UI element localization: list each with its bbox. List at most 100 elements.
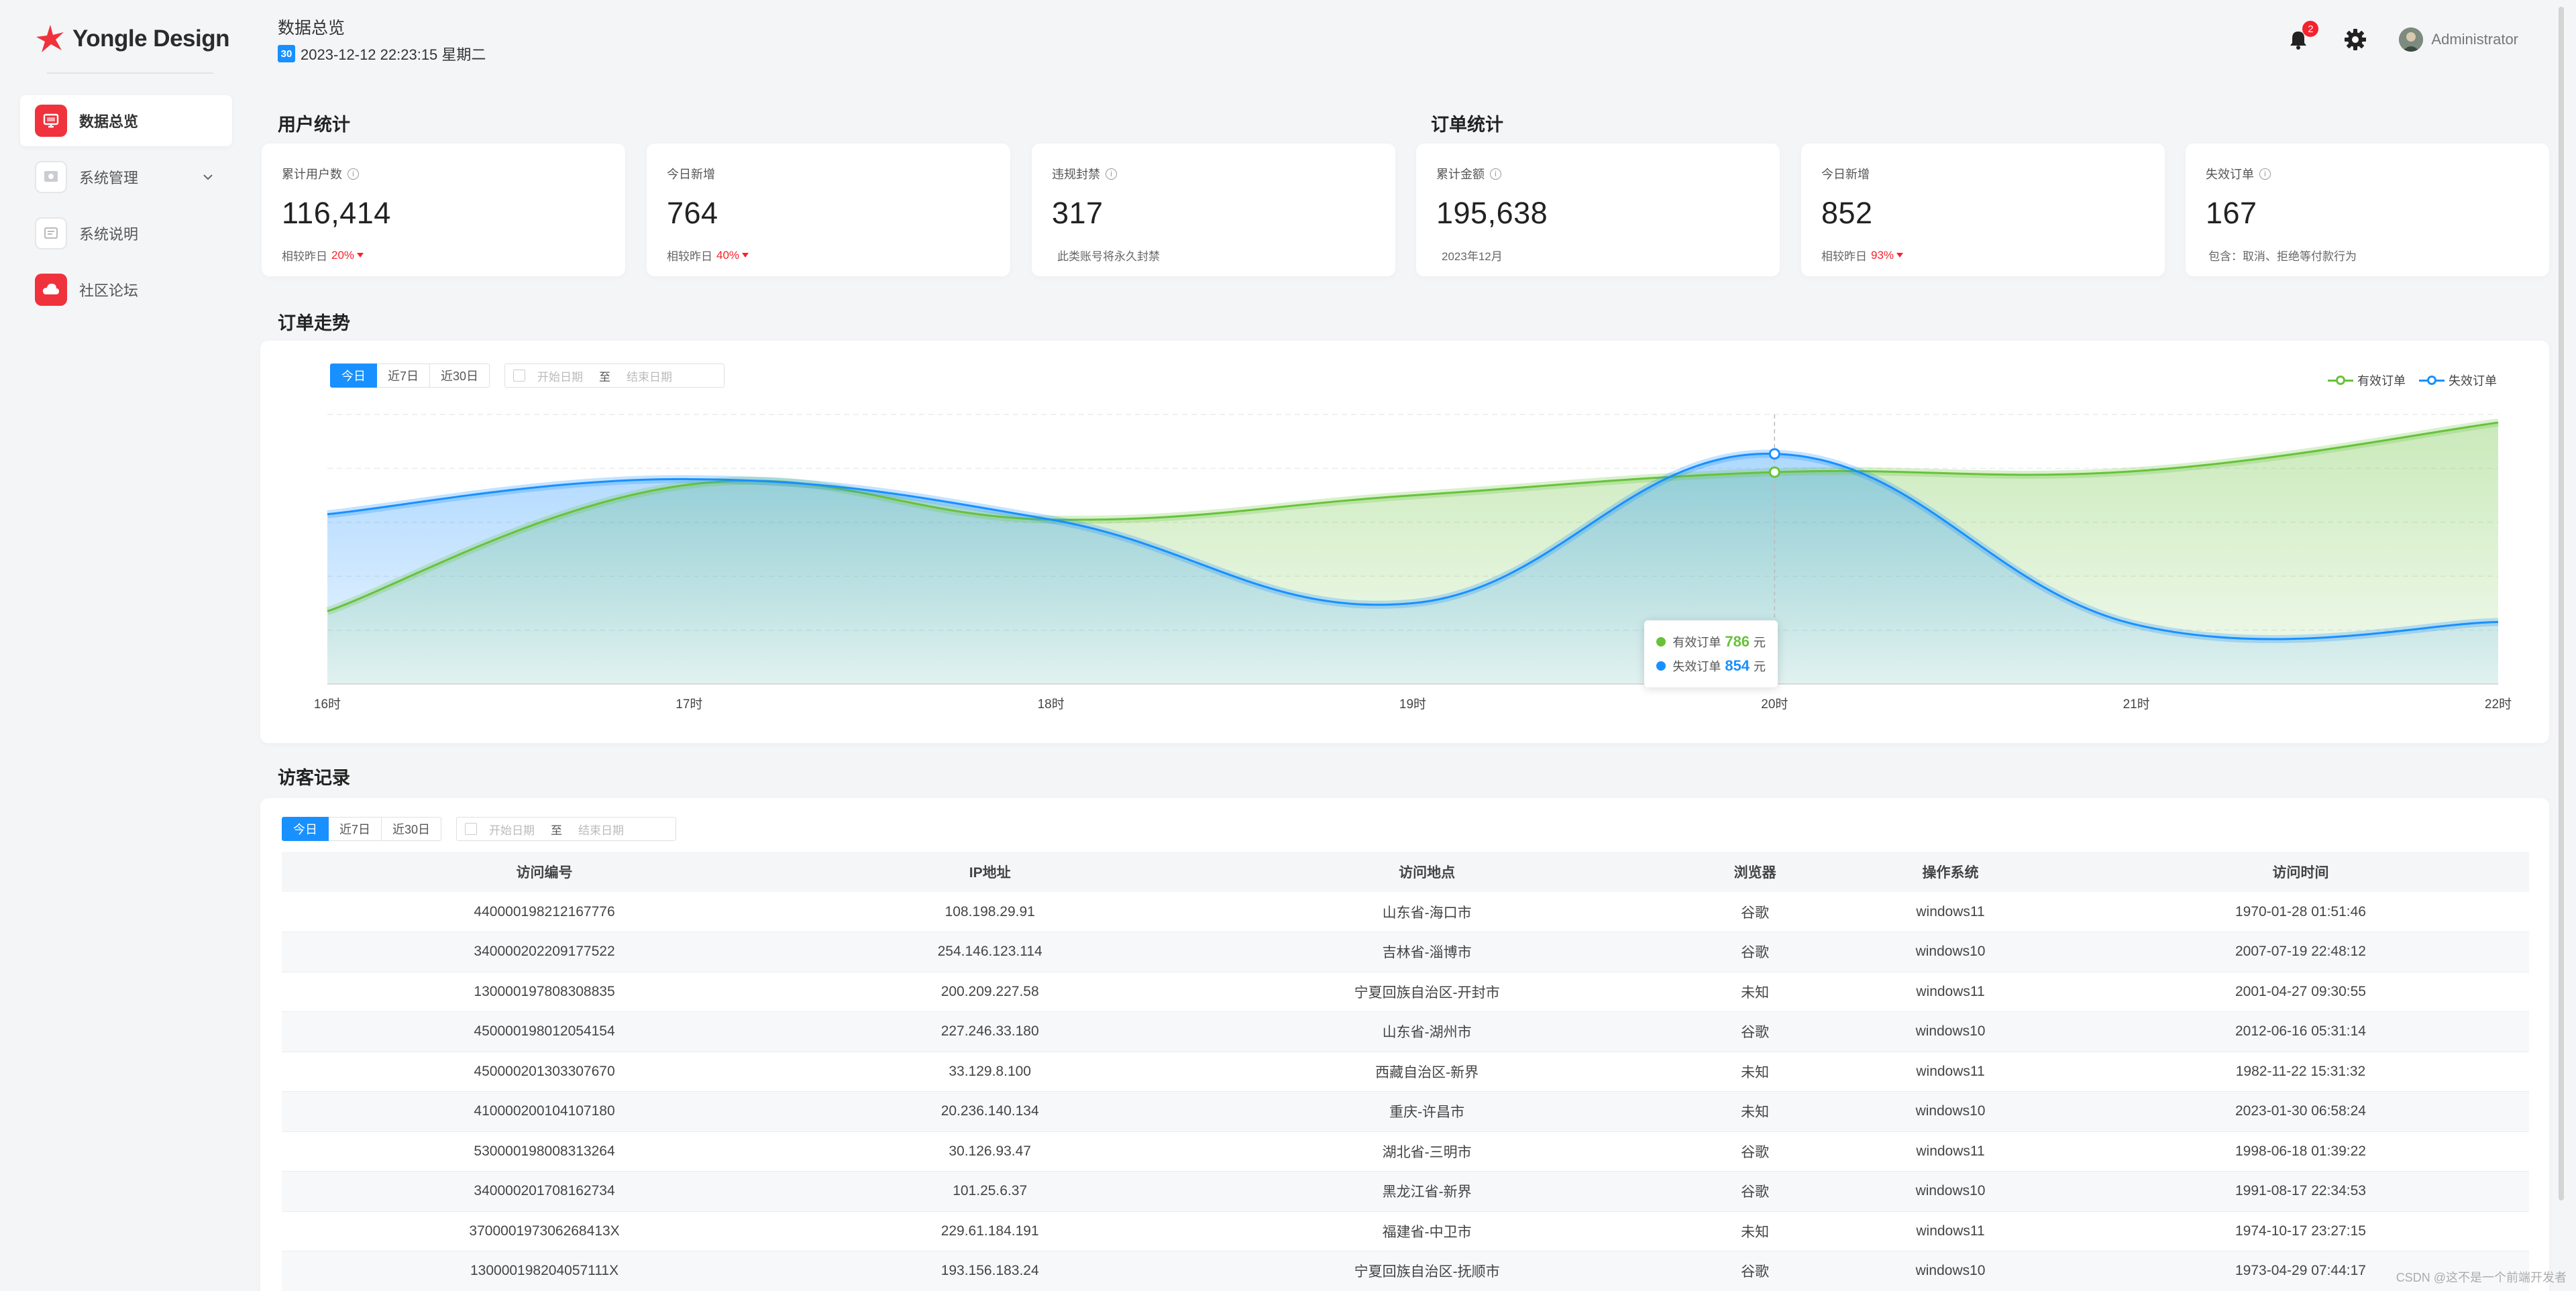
logo[interactable]: Yongle Design [35,21,230,56]
column-header: 操作系统 [1829,852,2072,892]
stat-label-text: 今日新增 [1821,168,1870,181]
stat-card-total-users: 累计用户数 i 116,414 相较昨日 20% [262,144,625,276]
x-tick-label: 18时 [1038,697,1065,712]
page-scrollbar[interactable] [2557,0,2571,1291]
sidebar-item-label: 系统管理 [79,170,139,186]
table-cell: 1974-10-17 23:27:15 [2072,1211,2529,1251]
filter-7d-button[interactable]: 近7日 [377,363,431,388]
sidebar-item-forum[interactable]: 社区论坛 [20,264,232,315]
sidebar-divider [47,72,213,74]
highlight-point-invalid[interactable] [1768,448,1780,460]
order-trend-date-range[interactable]: 开始日期 至 结束日期 [504,363,724,388]
sidebar-item-system-management[interactable]: 系统管理 [20,152,232,203]
stat-foot-text: 相较昨日 [1821,250,1867,263]
table-cell: 101.25.6.37 [807,1171,1173,1212]
table-cell: 2007-07-19 22:48:12 [2072,932,2529,972]
visitors-card: 今日 近7日 近30日 开始日期 至 结束日期 访问编号 IP地址 访问地点 浏览器操… [260,798,2549,1291]
table-cell: windows11 [1829,1052,2072,1092]
table-cell: 福建省-中卫市 [1173,1211,1682,1251]
trend-down-icon [357,253,364,258]
sidebar-item-label: 系统说明 [79,226,139,243]
info-icon[interactable]: i [2259,168,2271,180]
series-line-valid[interactable] [327,421,2499,612]
stat-foot-pct: 20% [331,248,355,262]
table-cell: windows10 [1829,1091,2072,1132]
notification-button[interactable]: 2 [2285,21,2319,53]
tooltip-unit: 元 [1754,635,1766,649]
table-row[interactable]: 340000202209177522 254.146.123.114 吉林省-淄博市… [282,932,2529,972]
chevron-down-icon[interactable] [201,170,215,184]
avatar[interactable] [2399,27,2424,52]
order-stats-title: 订单统计 [1431,115,1503,135]
gear-icon[interactable] [2343,27,2368,52]
visitors-title: 访客记录 [278,768,350,788]
cloud-icon [35,274,67,306]
visitors-date-range[interactable]: 开始日期 至 结束日期 [456,817,676,841]
table-row[interactable]: 450000198012054154 227.246.33.180 山东省-湖州市谷… [282,1011,2529,1052]
legend-label: 有效订单 [2357,374,2406,388]
table-row[interactable]: 370000197306268413X 229.61.184.191 福建省-中卫市… [282,1211,2529,1251]
x-tick-label: 20时 [1761,697,1788,712]
stat-foot-text: 此类账号将永久封禁 [1057,250,1160,263]
stat-value: 852 [1821,196,1873,230]
table-cell: windows11 [1829,1131,2072,1172]
table-cell: windows10 [1829,1171,2072,1212]
table-cell: 254.146.123.114 [807,932,1173,972]
stat-label: 累计用户数 i [282,165,605,182]
table-cell: windows10 [1829,932,2072,972]
page-title: 数据总览 [278,19,345,38]
series-line-invalid[interactable] [327,453,2499,640]
stat-label: 今日新增 [1821,165,2145,182]
x-tick-label: 19时 [1399,697,1426,712]
filter-30d-button[interactable]: 近30日 [430,363,490,388]
order-trend-chart[interactable]: 16时 17时 18时 19时 20时 21时 22时 [260,341,2549,743]
x-tick-label: 21时 [2123,697,2150,712]
order-trend-filter: 今日 近7日 近30日 [330,363,490,388]
legend-item-valid[interactable]: 有效订单 [2328,372,2406,389]
stat-card-new-orders: 今日新增 852 相较昨日 93% [1801,144,2165,276]
legend-item-invalid[interactable]: 失效订单 [2419,372,2497,389]
table-row[interactable]: 440000198212167776 108.198.29.91 山东省-海口市 谷歌… [282,892,2529,932]
legend-line-circle-icon [2328,376,2353,385]
table-row[interactable]: 450000201303307670 33.129.8.100 西藏自治区-新界 未知… [282,1052,2529,1092]
stat-value: 195,638 [1436,196,1548,230]
scrollbar-thumb[interactable] [2559,7,2564,1200]
stat-foot-pct: 40% [716,248,740,262]
stat-label: 今日新增 [667,165,990,182]
table-cell: windows10 [1829,1011,2072,1052]
tooltip-value: 854 [1725,657,1750,674]
info-icon[interactable]: i [1490,168,1501,180]
sidebar-item-label: 数据总览 [79,113,139,130]
series-dot-icon [1656,661,1666,671]
table-cell: 宁夏回族自治区-抚顺市 [1173,1251,1682,1291]
range-start-placeholder: 开始日期 [489,824,535,837]
filter-7d-button[interactable]: 近7日 [329,817,382,841]
table-body: 440000198212167776 108.198.29.91 山东省-海口市 谷歌… [282,892,2529,1291]
info-icon[interactable]: i [347,168,359,180]
table-row[interactable]: 410000200104107180 20.236.140.134 重庆-许昌市 未知… [282,1091,2529,1132]
order-trend-card: 今日 近7日 近30日 开始日期 至 结束日期 有效订单 失效订单 16时 17时… [260,341,2549,743]
sidebar-item-label: 社区论坛 [79,282,139,299]
column-header: 访问地点 [1173,852,1682,892]
sidebar-item-dashboard[interactable]: 数据总览 [20,95,232,146]
table-header-row: 访问编号 IP地址 访问地点 浏览器 操作系统 访问时间 [282,852,2529,892]
filter-today-button[interactable]: 今日 [330,363,377,388]
table-row[interactable]: 340000201708162734 101.25.6.37 黑龙江省-新界 谷歌 wi… [282,1171,2529,1212]
range-end-placeholder: 结束日期 [627,370,672,384]
info-icon[interactable]: i [1106,168,1117,180]
filter-today-button[interactable]: 今日 [282,817,329,841]
legend-label: 失效订单 [2449,374,2497,388]
highlight-point-valid[interactable] [1768,466,1780,478]
table-cell: 193.156.183.24 [807,1251,1173,1291]
table-cell: 340000201708162734 [282,1171,808,1212]
sidebar-item-system-docs[interactable]: 系统说明 [20,208,232,259]
user-name[interactable]: Administrator [2431,31,2518,48]
table-row[interactable]: 530000198008313264 30.126.93.47 湖北省-三明市 谷歌 w… [282,1131,2529,1172]
logo-text: Yongle Design [72,25,230,52]
stat-value: 116,414 [282,196,391,230]
table-row[interactable]: 130000197808308835 200.209.227.58 宁夏回族自治区-… [282,972,2529,1012]
header-actions: 2 Administrator [2285,21,2518,56]
stat-foot: 2023年12月 [1436,247,1760,264]
filter-30d-button[interactable]: 近30日 [382,817,442,841]
table-row[interactable]: 130000198204057111X 193.156.183.24 宁夏回族自治区… [282,1251,2529,1291]
